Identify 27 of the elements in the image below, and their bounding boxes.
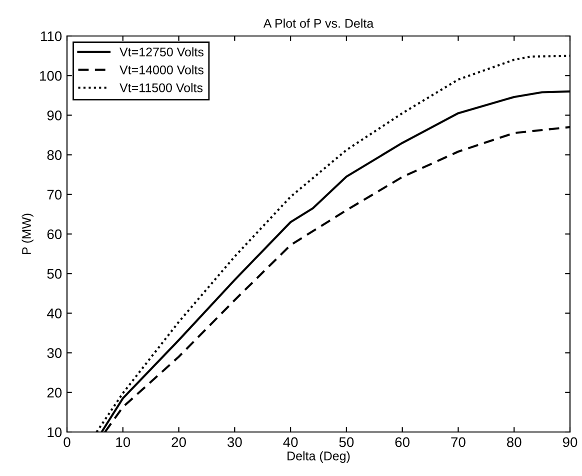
legend-label: Vt=12750 Volts: [120, 47, 204, 56]
x-tick-label: 90: [562, 437, 578, 448]
x-tick-label: 80: [506, 437, 522, 448]
y-axis-title: P (MW): [22, 214, 34, 254]
x-tick-label: 40: [283, 437, 298, 448]
y-tick-label: 20: [47, 388, 62, 398]
x-axis-title: Delta (Deg): [288, 451, 350, 463]
legend-label: Vt=11500 Volts: [120, 83, 203, 92]
x-tick-label: 30: [227, 437, 242, 448]
chart-title: A Plot of P vs. Delta: [263, 18, 374, 28]
y-tick-label: 30: [47, 348, 62, 358]
y-tick-label: 50: [47, 268, 62, 279]
x-tick-label: 20: [172, 437, 186, 448]
y-tick-label: 80: [47, 150, 62, 160]
x-tick-label: 70: [451, 437, 466, 448]
y-tick-label: 10: [48, 427, 62, 438]
y-tick-label: 40: [47, 308, 62, 318]
y-tick-label: 100: [40, 70, 62, 81]
x-tick-label: 10: [116, 437, 130, 448]
x-tick-label: 60: [395, 437, 410, 448]
y-tick-label: 110: [41, 31, 62, 42]
x-tick-label: 50: [339, 437, 354, 448]
y-tick-label: 70: [47, 190, 62, 200]
legend-label: Vt=14000 Volts: [120, 65, 204, 74]
y-tick-label: 60: [47, 229, 62, 240]
y-tick-label: 90: [47, 110, 62, 120]
x-tick-label: 0: [64, 437, 70, 448]
